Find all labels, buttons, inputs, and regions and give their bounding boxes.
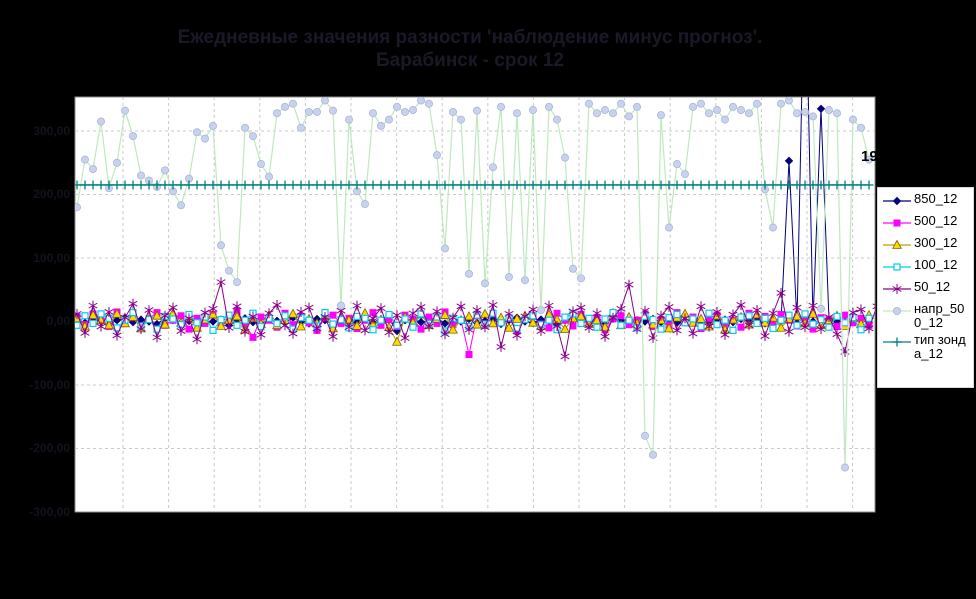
legend-label: 300_12 [914,235,958,250]
legend-label: 50_12 [914,279,951,294]
legend-label: 500_12 [914,213,958,228]
legend: 850_12 500_12 300_12 100_12 50_12 напр_5… [877,187,974,388]
legend-line-marker-icon [883,284,911,294]
y-tick-label: -300,00 [29,505,70,519]
series-50_12 [75,277,875,362]
legend-item: 50_12 [882,280,971,295]
series-тип зонда_12 [75,180,874,190]
legend-item: 850_12 [882,192,971,207]
y-tick-label: -200,00 [29,441,70,455]
y-tick-label: 0,00 [46,314,70,328]
chart-title: Ежедневные значения разности 'наблюдение… [0,26,940,72]
y-tick-label: -100,00 [29,378,70,392]
legend-item: напр_500_12 [882,302,971,330]
legend-line-marker-icon [883,219,911,227]
legend-label: тип зонда_12 [914,332,966,361]
y-tick-label: 100,00 [33,251,70,265]
chart-title-line2: Барабинск - срок 12 [376,50,564,71]
legend-item: 300_12 [882,236,971,251]
annotation-label: 19 [861,148,878,165]
series-напр_500_12 [75,97,874,472]
legend-line-marker-icon [883,196,911,206]
chart-title-line1: Ежедневные значения разности 'наблюдение… [177,27,763,48]
legend-line-marker-icon [883,263,911,271]
legend-label: 100_12 [914,257,958,272]
y-tick-label: 200,00 [33,187,70,201]
legend-line-marker-icon [883,239,911,249]
legend-label: 850_12 [914,191,958,206]
legend-label: напр_500_12 [914,301,965,330]
legend-item: тип зонда_12 [882,333,971,361]
legend-line-marker-icon [883,307,911,315]
series-layer [75,97,875,472]
legend-line-marker-icon [883,337,911,347]
legend-item: 100_12 [882,258,971,273]
y-tick-label: 300,00 [33,124,70,138]
legend-item: 500_12 [882,214,971,229]
